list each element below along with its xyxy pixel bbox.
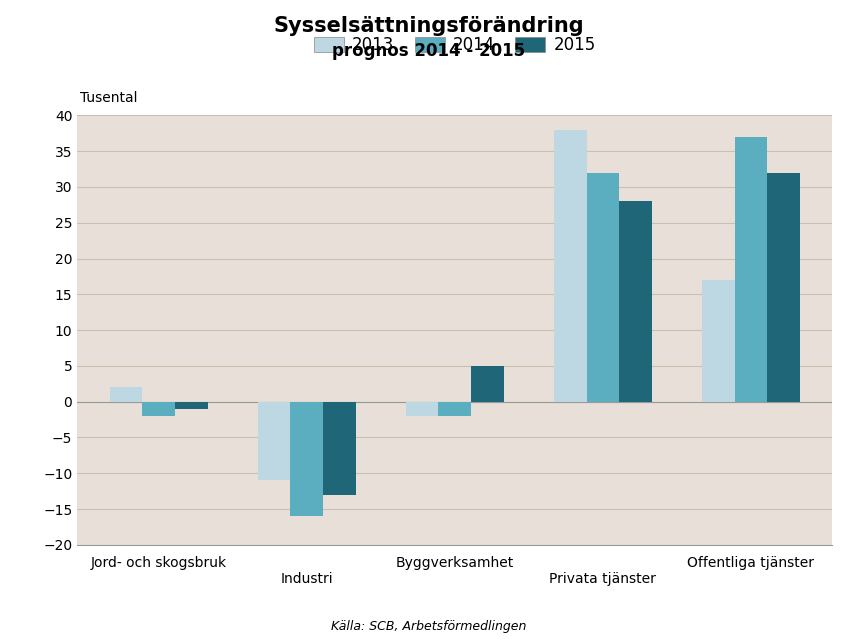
Bar [110, 387, 142, 402]
Bar [258, 402, 290, 481]
Bar [767, 172, 800, 402]
Bar [175, 402, 208, 409]
Bar [406, 402, 438, 416]
Bar [142, 402, 175, 416]
Bar [438, 402, 471, 416]
Bar [290, 402, 323, 516]
Text: Industri: Industri [281, 572, 333, 586]
Text: Byggverksamhet: Byggverksamhet [396, 556, 514, 570]
Bar [471, 366, 504, 402]
Legend: 2013, 2014, 2015: 2013, 2014, 2015 [307, 29, 602, 60]
Text: Källa: SCB, Arbetsförmedlingen: Källa: SCB, Arbetsförmedlingen [331, 620, 527, 633]
Text: Tusental: Tusental [80, 90, 137, 104]
Bar [587, 172, 619, 402]
Bar [702, 280, 734, 402]
Bar [619, 201, 651, 402]
Text: Privata tjänster: Privata tjänster [549, 572, 656, 586]
Text: Offentliga tjänster: Offentliga tjänster [687, 556, 814, 570]
Text: prognos 2014 - 2015: prognos 2014 - 2015 [332, 42, 526, 60]
Text: Sysselsättningsförändring: Sysselsättningsförändring [274, 16, 584, 36]
Text: Jord- och skogsbruk: Jord- och skogsbruk [91, 556, 227, 570]
Bar [323, 402, 355, 495]
Bar [554, 129, 587, 402]
Bar [734, 137, 767, 402]
